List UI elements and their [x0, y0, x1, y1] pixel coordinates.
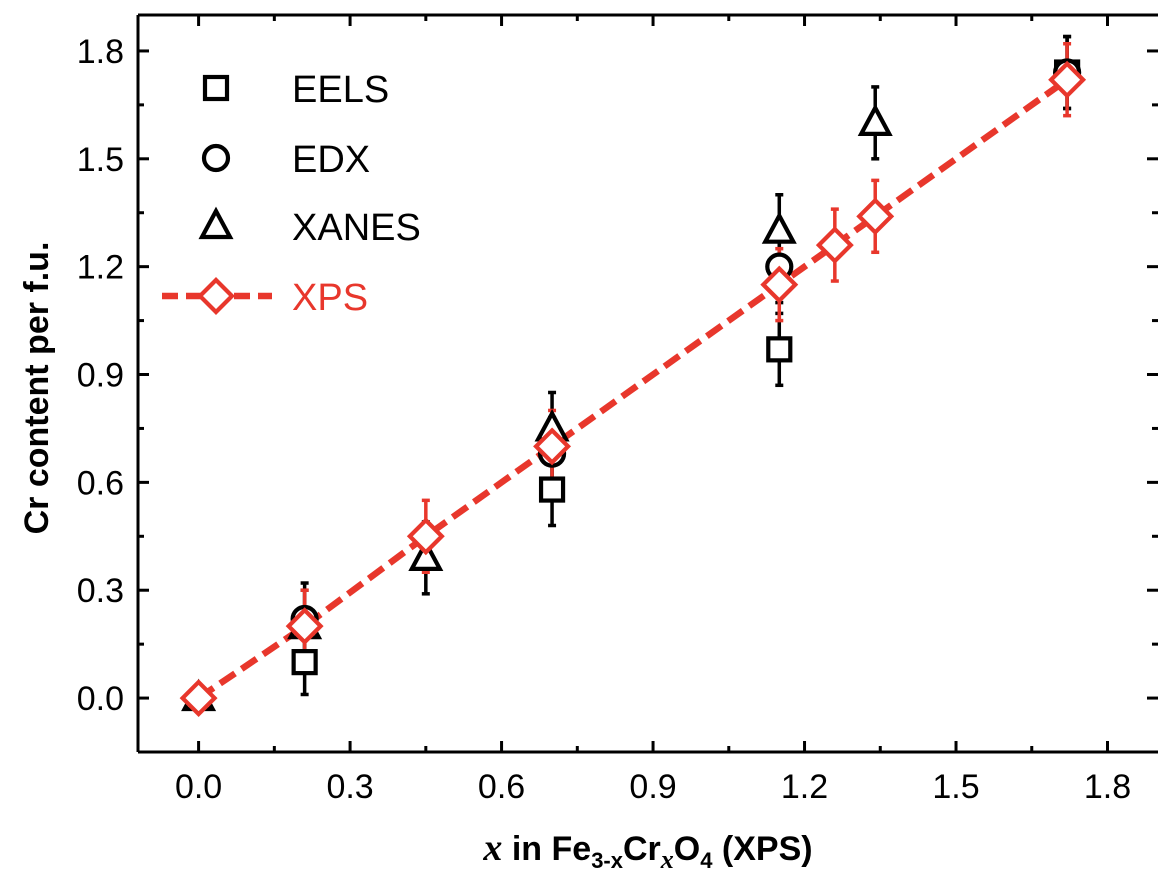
xps-point [856, 197, 895, 236]
plot-area [179, 34, 1087, 718]
y-tick-label: 0.9 [77, 357, 124, 395]
x-axis-title-o: O [674, 830, 700, 868]
x-axis-title-suffix: (XPS) [712, 830, 812, 868]
x-tick-label: 0.9 [629, 768, 676, 806]
xanes-point [857, 103, 893, 136]
xanes-series [181, 103, 893, 712]
x-axis-title-o-subscript: 4 [700, 848, 713, 870]
legend-marker [201, 143, 231, 173]
y-tick-label: 0.0 [77, 680, 124, 718]
y-tick-label: 0.3 [77, 572, 124, 610]
x-axis-title-variable: x [482, 827, 502, 869]
y-tick-label: 1.5 [77, 141, 124, 179]
x-tick-label: 0.6 [478, 768, 525, 806]
eels-point [766, 336, 793, 363]
eels-point [291, 649, 318, 676]
y-axis-title: Cr content per f.u. [18, 242, 56, 535]
xps-point [285, 607, 324, 646]
y-tick-label: 0.6 [77, 464, 124, 502]
x-tick-label: 0.3 [326, 768, 373, 806]
x-axis-title-word: in [502, 830, 551, 868]
legend-label: XANES [292, 207, 421, 249]
legend-marker [197, 277, 235, 315]
x-tick-label: 1.5 [932, 768, 979, 806]
xps-point [1048, 60, 1087, 99]
xps-series [179, 60, 1087, 718]
legend-marker [202, 74, 230, 102]
legend-label: EELS [292, 69, 389, 111]
x-axis-title-fe-subscript: 3-x [591, 848, 624, 870]
xanes-point [761, 211, 797, 244]
legend: EELS EDX XANES XPS [162, 69, 421, 319]
legend-item-xps: XPS [162, 277, 368, 319]
legend-item-edx: EDX [201, 139, 370, 181]
x-tick-label: 1.2 [781, 768, 828, 806]
eels-point [538, 476, 566, 503]
x-axis-title: x in Fe3-xCrxO4 (XPS) [482, 827, 812, 870]
legend-label: EDX [292, 139, 370, 181]
xps-point [179, 679, 218, 718]
x-tick-label: 1.8 [1084, 768, 1131, 806]
error-bars [300, 34, 1072, 697]
xps-point [815, 226, 854, 265]
xps-point [760, 265, 799, 304]
y-tick-label: 1.8 [77, 33, 124, 71]
x-axis-title-cr: Cr [623, 830, 661, 868]
x-tick-label: 0.0 [175, 768, 222, 806]
x-axis-title-fe: Fe [552, 830, 592, 868]
x-axis-title-cr-subscript: x [660, 845, 674, 870]
legend-marker [198, 206, 234, 240]
xps-point [406, 517, 445, 556]
y-tick-label: 1.2 [77, 249, 124, 287]
xps-point [533, 427, 572, 466]
xanes-point [408, 538, 444, 571]
legend-item-eels: EELS [202, 69, 389, 111]
legend-label: XPS [292, 277, 368, 319]
axes: 0.0 0.3 0.6 0.9 1.2 1.5 1.8 0.0 0.3 0.6 0.9 1.2 1.5 1… [77, 13, 1158, 806]
legend-item-xanes: XANES [198, 206, 421, 249]
